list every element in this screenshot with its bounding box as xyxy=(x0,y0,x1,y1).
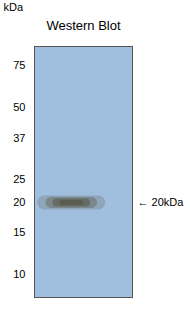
svg-text:← 20kDa: ← 20kDa xyxy=(138,196,185,208)
svg-text:25: 25 xyxy=(13,173,25,185)
svg-text:Western Blot: Western Blot xyxy=(46,18,121,33)
svg-text:37: 37 xyxy=(13,132,25,144)
svg-text:kDa: kDa xyxy=(4,1,24,13)
svg-text:75: 75 xyxy=(13,59,25,71)
svg-text:10: 10 xyxy=(13,268,25,280)
svg-text:50: 50 xyxy=(13,101,25,113)
svg-text:15: 15 xyxy=(13,226,25,238)
svg-text:20: 20 xyxy=(13,196,25,208)
